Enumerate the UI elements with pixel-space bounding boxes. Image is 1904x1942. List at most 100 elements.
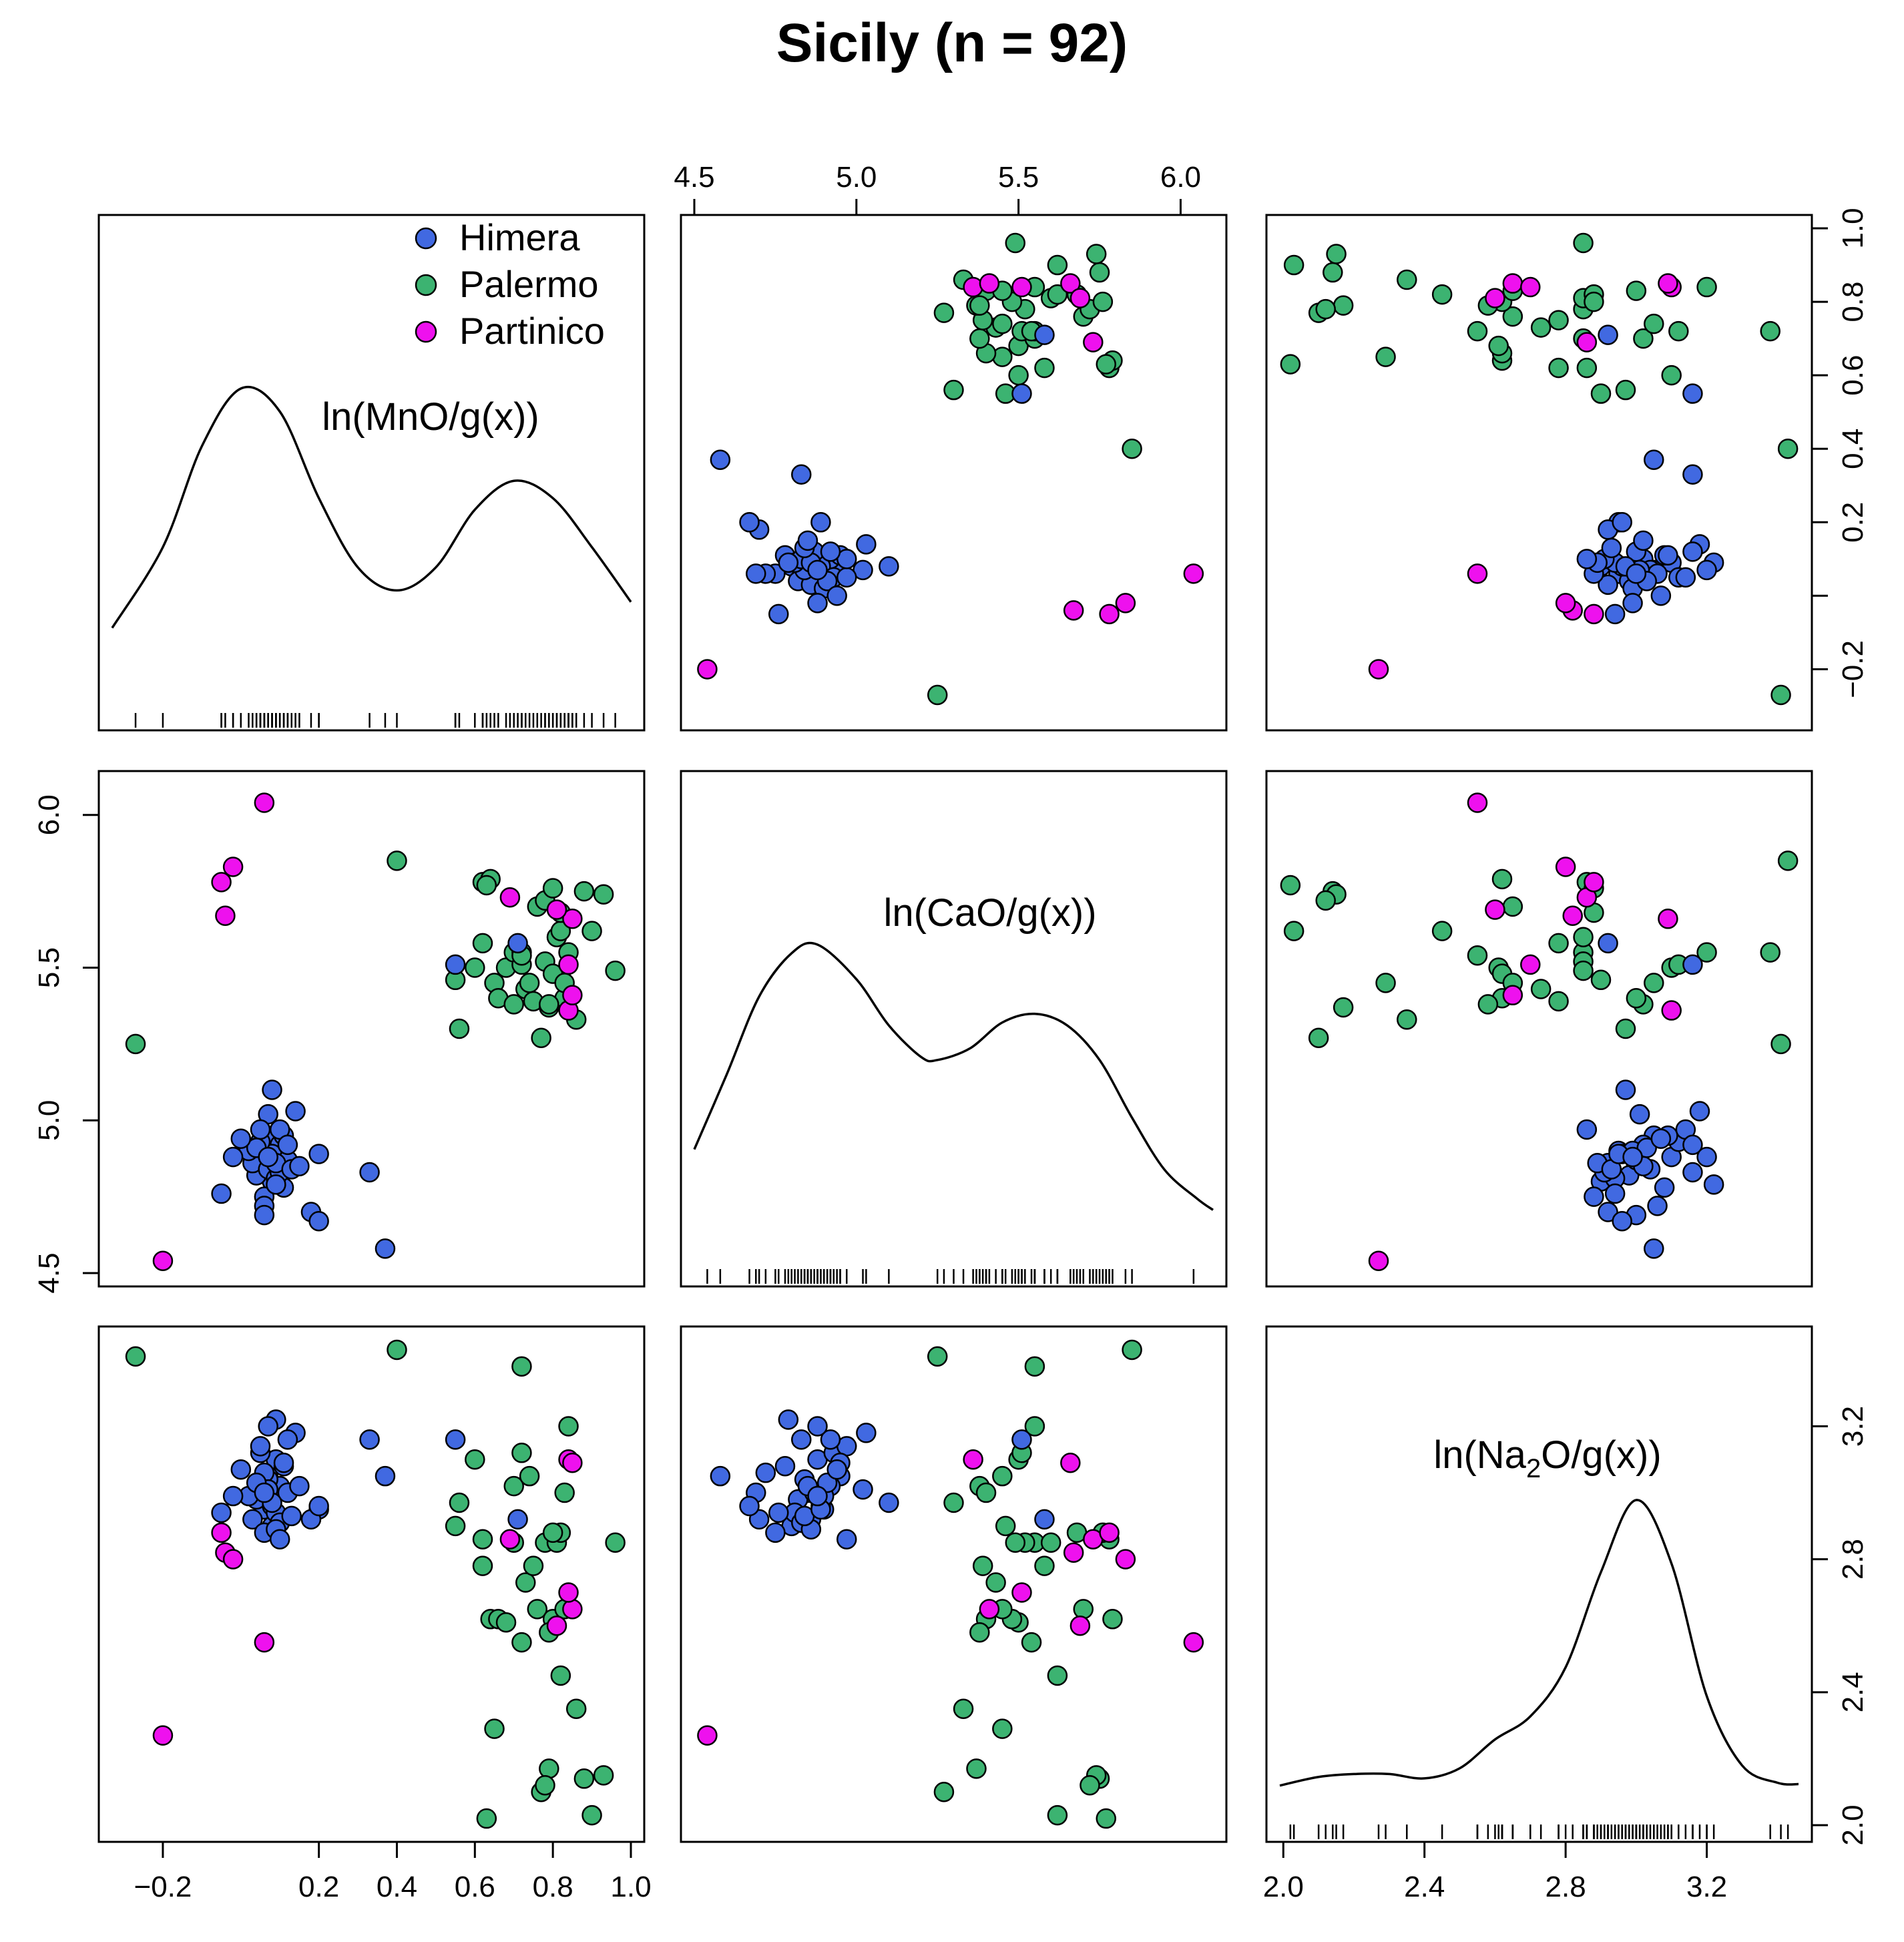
point-himera-r1-c0 xyxy=(266,1174,286,1195)
point-palermo-r0-c2 xyxy=(1467,320,1488,342)
point-palermo-r0-c2 xyxy=(1668,320,1689,342)
point-partinico-r0-c1 xyxy=(697,659,718,680)
point-palermo-r2-c0 xyxy=(527,1599,548,1620)
point-palermo-r2-c1 xyxy=(969,1622,990,1643)
point-himera-r0-c1 xyxy=(1011,383,1032,404)
point-himera-r1-c0 xyxy=(507,933,528,954)
point-partinico-r0-c2 xyxy=(1584,603,1604,625)
point-palermo-r1-c0 xyxy=(503,994,524,1015)
point-himera-r2-c0 xyxy=(445,1429,466,1450)
point-partinico-r1-c2 xyxy=(1467,792,1488,813)
point-partinico-r2-c1 xyxy=(1063,1542,1084,1563)
point-palermo-r1-c0 xyxy=(519,973,540,993)
point-himera-r2-c1 xyxy=(879,1492,899,1513)
point-palermo-r0-c1 xyxy=(1089,262,1110,283)
point-partinico-r0-c2 xyxy=(1485,288,1505,308)
point-himera-r2-c1 xyxy=(1011,1429,1032,1450)
point-palermo-r2-c1 xyxy=(1021,1632,1042,1653)
point-palermo-r1-c0 xyxy=(581,921,602,941)
point-partinico-r2-c0 xyxy=(254,1632,275,1653)
point-himera-r2-c0 xyxy=(250,1436,271,1457)
point-partinico-r2-c1 xyxy=(1099,1522,1120,1543)
point-partinico-r0-c2 xyxy=(1368,659,1389,680)
point-himera-r2-c1 xyxy=(826,1459,847,1480)
point-palermo-r0-c2 xyxy=(1576,357,1598,379)
point-palermo-r2-c1 xyxy=(943,1492,964,1513)
point-palermo-r0-c2 xyxy=(1530,317,1552,338)
point-partinico-r1-c0 xyxy=(222,857,244,877)
point-partinico-r0-c1 xyxy=(1060,273,1081,294)
point-himera-r1-c2 xyxy=(1650,1128,1672,1149)
point-himera-r0-c1 xyxy=(820,541,841,562)
point-himera-r1-c2 xyxy=(1689,1101,1710,1122)
point-himera-r1-c0 xyxy=(277,1134,298,1156)
point-palermo-r2-c0 xyxy=(125,1346,146,1367)
density-curve-ca xyxy=(693,941,1214,1211)
point-himera-r2-c1 xyxy=(755,1462,776,1483)
point-himera-r0-c2 xyxy=(1576,549,1598,569)
point-partinico-r2-c0 xyxy=(558,1582,579,1603)
point-himera-r1-c2 xyxy=(1682,1134,1703,1156)
legend-marker-himera xyxy=(415,227,437,250)
point-palermo-r1-c2 xyxy=(1477,994,1499,1015)
mn-right-axis-tick-label: 0.8 xyxy=(1837,281,1869,322)
marks-layer: ln(MnO/g(x)) ln(CaO/g(x)) ln(Na2O/g(x)) xyxy=(111,232,1799,1839)
point-himera-r0-c1 xyxy=(778,552,799,573)
point-palermo-r1-c0 xyxy=(539,994,559,1015)
mn-bottom-axis-tick-label: 0.8 xyxy=(533,1871,573,1903)
point-palermo-r0-c2 xyxy=(1661,365,1682,386)
point-partinico-r2-c0 xyxy=(562,1452,583,1473)
point-partinico-r1-c2 xyxy=(1502,985,1523,1005)
point-himera-r0-c2 xyxy=(1622,593,1643,614)
na-bottom-axis-tick-label: 2.8 xyxy=(1545,1871,1586,1903)
point-palermo-r2-c0 xyxy=(539,1758,559,1779)
legend-marker-palermo xyxy=(415,274,437,296)
point-palermo-r1-c2 xyxy=(1530,979,1552,999)
point-partinico-r1-c2 xyxy=(1520,954,1541,975)
point-palermo-r1-c0 xyxy=(472,933,493,954)
na-bottom-axis-tick-label: 3.2 xyxy=(1686,1871,1727,1903)
panel-frame-r0-c0 xyxy=(97,214,646,732)
na-right-axis-tick-label: 2.4 xyxy=(1837,1672,1869,1712)
point-palermo-r1-c0 xyxy=(449,1018,470,1039)
point-himera-r2-c0 xyxy=(308,1495,329,1517)
point-himera-r0-c1 xyxy=(879,556,899,577)
point-partinico-r2-c1 xyxy=(1069,1615,1091,1636)
point-palermo-r1-c2 xyxy=(1467,945,1488,966)
point-palermo-r2-c0 xyxy=(511,1443,532,1463)
point-partinico-r1-c2 xyxy=(1485,899,1505,920)
point-himera-r1-c0 xyxy=(308,1210,329,1232)
legend-label-palermo: Palermo xyxy=(459,263,599,305)
point-palermo-r2-c1 xyxy=(1034,1555,1055,1576)
point-palermo-r1-c2 xyxy=(1615,1018,1636,1039)
point-palermo-r0-c1 xyxy=(1086,244,1107,264)
axes-layer: −0.2 0.2 0.4 0.6 0.8 1.0 4.5 5.0 5.5 6.0 2.0 2.4 2.8… xyxy=(33,161,1869,1903)
point-partinico-r0-c1 xyxy=(1115,593,1136,614)
point-partinico-r0-c2 xyxy=(1520,276,1541,298)
panel-frame-r1-c2 xyxy=(1265,770,1813,1288)
point-palermo-r1-c2 xyxy=(1397,1009,1417,1030)
ca-top-axis-tick-label: 6.0 xyxy=(1160,161,1201,194)
point-himera-r0-c1 xyxy=(836,567,857,588)
point-palermo-r2-c0 xyxy=(593,1765,614,1786)
point-partinico-r2-c0 xyxy=(222,1549,244,1569)
point-palermo-r1-c2 xyxy=(1375,973,1396,993)
point-himera-r2-c1 xyxy=(791,1429,812,1450)
point-palermo-r2-c1 xyxy=(1047,1665,1068,1686)
point-palermo-r0-c2 xyxy=(1573,232,1594,254)
point-palermo-r2-c0 xyxy=(535,1775,555,1796)
point-palermo-r0-c2 xyxy=(1502,306,1523,327)
point-palermo-r2-c1 xyxy=(992,1718,1013,1739)
point-partinico-r2-c1 xyxy=(697,1725,718,1746)
point-partinico-r0-c2 xyxy=(1502,273,1523,294)
point-himera-r0-c1 xyxy=(739,512,760,533)
point-himera-r0-c2 xyxy=(1612,512,1632,533)
point-himera-r1-c2 xyxy=(1629,1104,1650,1125)
point-palermo-r2-c1 xyxy=(953,1698,974,1719)
point-palermo-r2-c1 xyxy=(1040,1532,1061,1553)
point-himera-r1-c0 xyxy=(254,1204,275,1226)
point-himera-r0-c1 xyxy=(1034,324,1055,345)
point-partinico-r1-c0 xyxy=(558,954,579,975)
point-himera-r1-c0 xyxy=(359,1162,380,1183)
